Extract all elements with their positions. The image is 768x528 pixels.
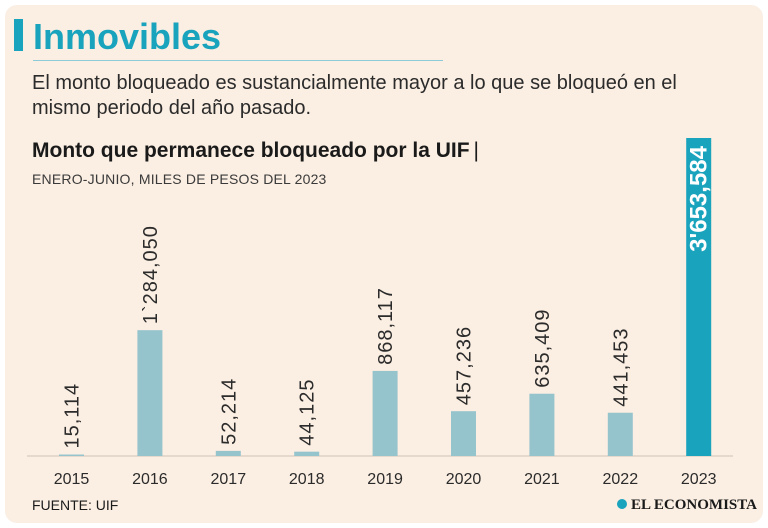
chart-subtitle: ENERO-JUNIO, MILES DE PESOS DEL 2023	[32, 171, 327, 187]
bar-2017	[215, 450, 241, 456]
x-tick-label-2018: 2018	[289, 471, 325, 488]
x-tick-label-2017: 2017	[211, 471, 247, 488]
x-tick-label-2021: 2021	[524, 471, 560, 488]
bar-2018	[294, 451, 320, 456]
bar-2023	[686, 138, 712, 456]
value-label-2015: 15,114	[62, 383, 84, 449]
x-tick-label-2015: 2015	[54, 471, 90, 488]
bar-2019	[372, 370, 398, 456]
x-tick-label-2020: 2020	[446, 471, 482, 488]
value-label-2018: 44,125	[297, 379, 319, 446]
value-label-2016: 1`284,050	[140, 225, 162, 324]
globe-icon	[617, 499, 627, 509]
bar-2022	[607, 412, 633, 456]
brand-logo: EL ECONOMISTA	[617, 497, 757, 514]
source-note: FUENTE: UIF	[32, 497, 119, 513]
chart-title-separator: |	[473, 139, 480, 162]
value-label-2020: 457,236	[454, 326, 476, 405]
value-label-2019: 868,117	[375, 287, 397, 365]
headline-divider	[33, 60, 443, 61]
bar-2015	[59, 454, 84, 456]
x-tick-label-2016: 2016	[132, 471, 168, 488]
subtitle: El monto bloqueado es sustancialmente ma…	[32, 72, 677, 119]
x-tick-label-2023: 2023	[681, 471, 717, 488]
x-tick-label-2022: 2022	[603, 471, 639, 488]
value-label-2017: 52,214	[218, 378, 240, 445]
bar-2020	[451, 411, 476, 456]
value-label-2023: 3'653,584	[686, 145, 713, 251]
title-accent-bar	[14, 19, 23, 51]
chart-title-text: Monto que permanece bloqueado por la UIF	[32, 139, 470, 162]
brand-name: EL ECONOMISTA	[631, 497, 757, 513]
chart-title: Monto que permanece bloqueado por la UIF…	[32, 139, 479, 163]
bar-2021	[529, 393, 555, 456]
headline: Inmovibles	[33, 16, 222, 57]
value-label-2022: 441,453	[610, 327, 632, 406]
x-tick-label-2019: 2019	[367, 471, 403, 488]
bar-2016	[137, 330, 163, 456]
value-label-2021: 635,409	[532, 308, 554, 387]
